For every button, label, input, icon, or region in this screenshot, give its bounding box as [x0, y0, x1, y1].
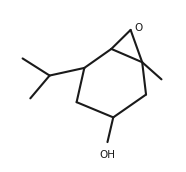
Text: OH: OH: [100, 150, 116, 160]
Text: O: O: [134, 23, 142, 33]
